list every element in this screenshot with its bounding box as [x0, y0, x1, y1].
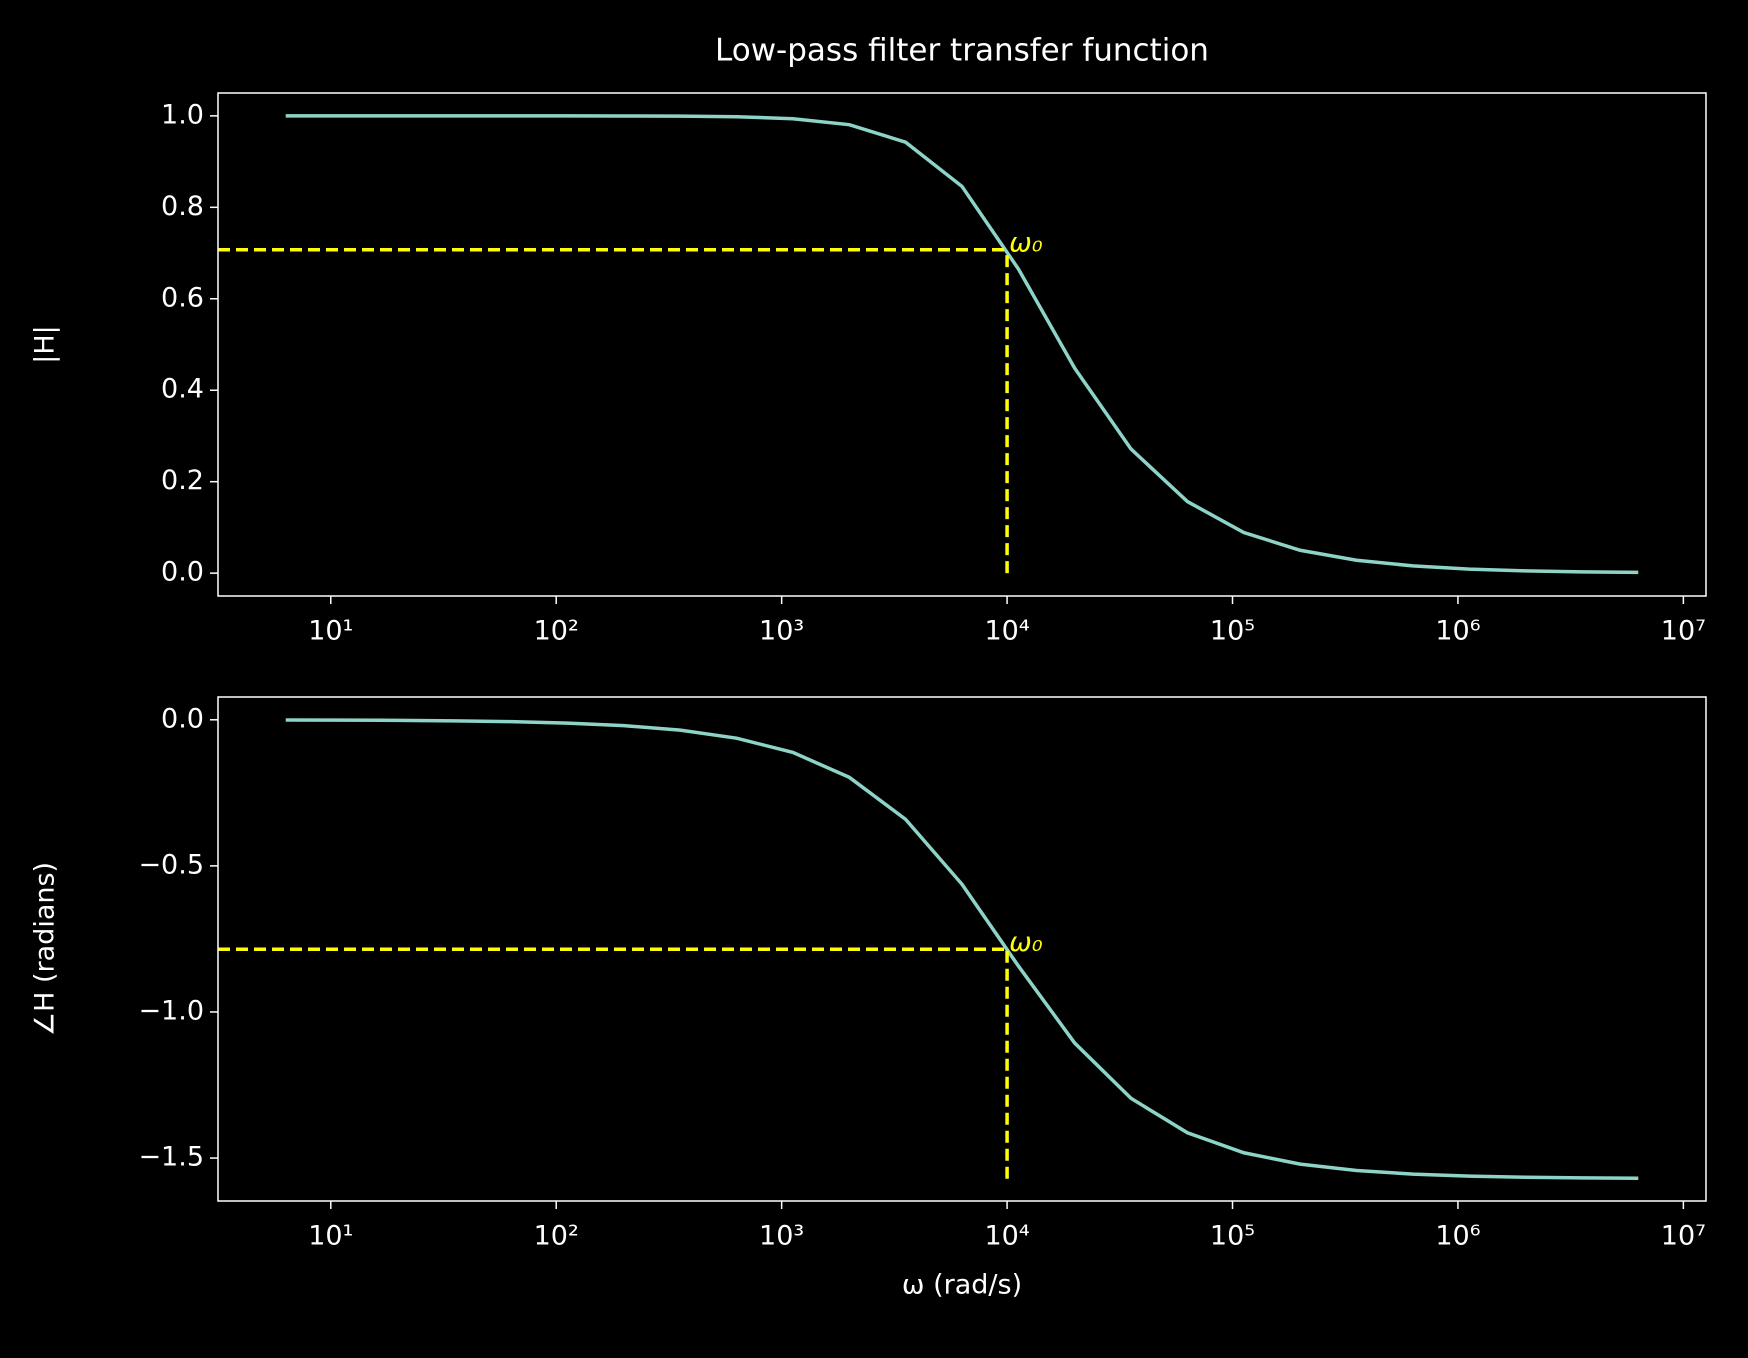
x-tick-label: 10¹	[308, 1221, 353, 1252]
y-tick-label: 0.4	[161, 374, 204, 405]
x-tick-label: 10⁴	[984, 616, 1029, 647]
y-tick-label: −1.0	[138, 995, 204, 1026]
y-tick-label: −0.5	[138, 849, 204, 880]
x-tick-label: 10³	[759, 616, 804, 647]
annotation: ω₀	[1009, 227, 1043, 258]
x-tick-label: 10¹	[308, 616, 353, 647]
axes-frame	[217, 696, 1707, 1202]
y-tick-label: −1.5	[138, 1142, 204, 1173]
x-tick-label: 10⁶	[1435, 1221, 1480, 1252]
x-tick-label: 10⁵	[1210, 1221, 1255, 1252]
y-tick-label: 0.0	[161, 557, 204, 588]
x-axis-label: ω (rad/s)	[902, 1270, 1022, 1301]
y-tick-label: 0.6	[161, 282, 204, 313]
x-tick-label: 10⁶	[1435, 616, 1480, 647]
x-tick-label: 10⁷	[1661, 1221, 1706, 1252]
y-axis-label: ∠H (radians)	[30, 862, 61, 1036]
x-tick-label: 10³	[759, 1221, 804, 1252]
y-tick-label: 0.0	[161, 703, 204, 734]
x-tick-label: 10²	[534, 1221, 579, 1252]
x-tick-label: 10²	[534, 616, 579, 647]
data-line	[285, 718, 1639, 1181]
data-line	[285, 114, 1639, 575]
y-tick-label: 0.2	[161, 465, 204, 496]
x-tick-label: 10⁷	[1661, 616, 1706, 647]
x-tick-label: 10⁴	[984, 1221, 1029, 1252]
y-tick-label: 1.0	[161, 99, 204, 130]
annotation: ω₀	[1009, 927, 1043, 958]
y-axis-label: |H|	[30, 325, 61, 364]
y-tick-label: 0.8	[161, 191, 204, 222]
chart-title: Low-pass filter transfer function	[715, 33, 1209, 69]
x-tick-label: 10⁵	[1210, 616, 1255, 647]
axes-frame	[217, 92, 1707, 597]
